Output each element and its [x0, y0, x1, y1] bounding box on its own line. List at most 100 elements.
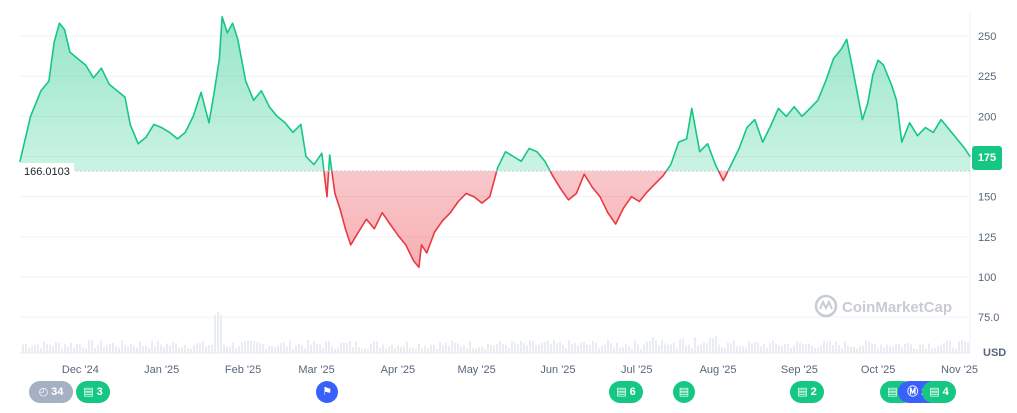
volume-bar: [775, 343, 777, 353]
series-point: [221, 16, 223, 18]
current-price-tag: 175: [972, 146, 1002, 170]
volume-bar: [619, 347, 621, 353]
series-point: [646, 191, 648, 193]
volume-bar: [229, 346, 231, 353]
volume-bar: [364, 348, 366, 353]
volume-bar: [520, 340, 522, 353]
volume-bar: [184, 344, 186, 353]
series-point: [434, 231, 436, 233]
volume-bar: [829, 340, 831, 353]
volume-bar: [502, 344, 504, 353]
volume-bar: [295, 345, 297, 353]
event-marker[interactable]: ◴ 34: [29, 381, 73, 403]
volume-bar: [895, 344, 897, 353]
volume-bar: [91, 340, 93, 353]
x-tick-label: May '25: [458, 364, 496, 376]
series-point: [882, 64, 884, 66]
series-point: [326, 196, 328, 198]
volume-bar: [397, 345, 399, 353]
volume-bar: [907, 343, 909, 353]
volume-bar: [721, 347, 723, 353]
volume-bar: [550, 344, 552, 353]
series-point: [129, 123, 131, 126]
volume-bar: [367, 348, 369, 353]
volume-bar: [757, 342, 759, 353]
volume-bar: [427, 348, 429, 353]
event-marker[interactable]: ▤3: [76, 381, 110, 403]
series-point: [276, 115, 278, 117]
coinmarketcap-icon: Ⓜ: [907, 385, 919, 398]
volume-bar: [541, 342, 543, 353]
volume-bar: [577, 345, 579, 353]
volume-bar: [784, 343, 786, 353]
series-point: [405, 244, 407, 246]
volume-bar: [913, 348, 915, 353]
series-point: [418, 266, 420, 268]
event-marker-count: 34: [51, 386, 64, 398]
volume-bars: [22, 311, 969, 353]
volume-bar: [934, 348, 936, 353]
series-point: [334, 192, 336, 195]
volume-bar: [238, 346, 240, 353]
series-point: [567, 199, 570, 201]
event-marker[interactable]: ▤ 2: [790, 381, 824, 403]
volume-bar: [298, 343, 300, 353]
volume-bar: [247, 340, 249, 353]
volume-bar: [715, 335, 717, 353]
volume-bar: [706, 343, 708, 353]
volume-bar: [319, 344, 321, 353]
volume-bar: [925, 348, 927, 353]
series-point: [730, 163, 732, 166]
volume-bar: [904, 343, 906, 353]
event-marker[interactable]: ▤ 6: [609, 381, 643, 403]
volume-bar: [241, 342, 243, 353]
volume-bar: [823, 340, 825, 353]
series-point: [489, 196, 491, 198]
event-marker[interactable]: ▤ 4: [922, 381, 956, 403]
volume-bar: [679, 339, 681, 353]
volume-bar: [538, 344, 540, 353]
series-point: [909, 122, 911, 124]
volume-bar: [202, 340, 204, 353]
x-tick-label: Dec '24: [62, 364, 99, 376]
volume-bar: [529, 340, 531, 353]
volume-bar: [418, 343, 420, 353]
series-point: [861, 118, 864, 121]
series-point: [948, 128, 950, 130]
volume-bar: [631, 348, 633, 353]
event-marker[interactable]: ⚑: [316, 381, 338, 403]
series-point: [638, 200, 640, 203]
volume-bar: [268, 346, 270, 353]
volume-bar: [820, 345, 822, 353]
volume-bar: [640, 348, 642, 353]
volume-bar: [451, 340, 453, 353]
volume-bar: [691, 347, 693, 353]
series-point: [137, 143, 139, 145]
volume-bar: [382, 344, 384, 353]
volume-bar: [931, 348, 933, 353]
volume-bar: [658, 345, 660, 353]
volume-bar: [331, 346, 333, 353]
volume-bar: [736, 346, 738, 353]
volume-bar: [178, 347, 180, 353]
volume-bar: [487, 343, 489, 353]
series-point: [520, 160, 522, 162]
volume-bar: [139, 342, 141, 353]
volume-bar: [853, 346, 855, 353]
volume-bar: [781, 345, 783, 353]
volume-bar: [886, 344, 888, 353]
volume-bar: [637, 344, 639, 353]
volume-bar: [961, 340, 963, 353]
event-marker[interactable]: ▤: [673, 381, 695, 403]
series-point: [64, 29, 66, 31]
volume-bar: [598, 348, 600, 353]
volume-bar: [421, 348, 423, 353]
volume-bar: [562, 345, 564, 353]
y-tick-label: 250: [978, 31, 996, 43]
series-point: [53, 41, 55, 44]
volume-bar: [379, 347, 381, 353]
volume-bar: [880, 344, 882, 353]
volume-bar: [385, 348, 387, 353]
y-tick-label: 150: [978, 192, 996, 204]
